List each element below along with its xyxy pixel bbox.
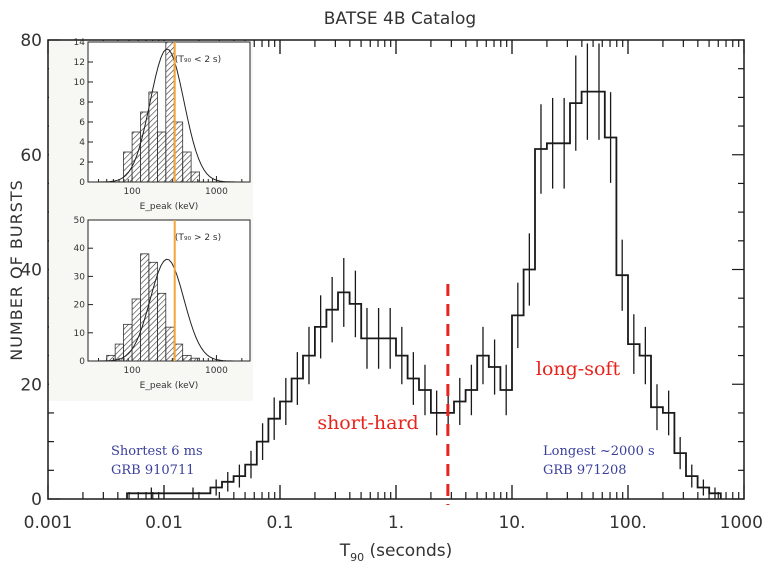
inset-condition-label: (T₉₀ < 2 s) [175,55,221,65]
inset-y-tick-label: 0 [79,178,85,188]
inset-bar [131,298,141,362]
inset-x-tick-label: 1000 [205,366,228,376]
inset-bar [165,41,175,183]
inset-y-tick-label: 6 [79,118,85,128]
inset-y-tick-label: 40 [74,244,86,254]
x-tick-label: 0.01 [145,513,183,533]
inset-y-tick-label: 10 [74,329,86,339]
x-tick-label: 10. [498,513,525,533]
y-tick-label: 80 [20,31,42,51]
shortest-burst-label: Shortest 6 ms [111,444,203,459]
inset-y-tick-label: 4 [79,138,85,148]
inset-y-tick-label: 10 [74,78,86,88]
inset-y-tick-label: 12 [74,58,85,68]
x-axis-label-sub: 90 [350,551,364,564]
x-tick-label: 100. [609,513,647,533]
inset-panel: 0 10 20 30 40 50 100 1000 E_peak (keV) (T₉₀ > 2 s… [74,216,251,391]
x-axis: 0.001 0.01 0.1 1. 10. 100. 1000. [24,40,764,533]
inset-fit-curve [88,258,250,362]
inset-y-tick-label: 30 [74,272,86,282]
y-axis-label: NUMBER OF BURSTS [7,179,26,361]
y-tick-label: 60 [20,146,42,166]
short-hard-label: short-hard [317,412,418,434]
inset-bar [123,151,133,183]
x-axis-label-rest: (seconds) [364,541,452,561]
inset-bar [157,131,167,183]
inset-x-label: E_peak (keV) [140,202,199,212]
x-tick-label: 0.001 [24,513,73,533]
shortest-burst-grb: GRB 910711 [111,463,194,478]
longest-burst-label: Longest ~2000 s [543,444,655,459]
chart-title: BATSE 4B Catalog [324,9,476,29]
inset-bar [148,91,158,183]
inset-y-tick-label: 0 [79,357,85,367]
y-tick-label: 0 [31,490,42,510]
x-tick-label: 1. [388,513,404,533]
inset-bar [182,354,192,362]
inset-x-tick-label: 1000 [205,187,228,197]
y-tick-label: 20 [20,375,42,395]
inset-bar [182,151,192,183]
inset-x-tick-label: 100 [124,366,141,376]
inset-bar [157,292,167,362]
inset-condition-label: (T₉₀ > 2 s) [175,233,221,243]
x-axis-label: T90 (seconds) [339,541,453,564]
inset-bar [140,111,150,183]
inset-bar [190,171,200,183]
inset-y-tick-label: 14 [74,38,86,48]
inset-panel: 0 2 4 6 8 10 12 14 100 1000 E_peak (keV) (T₉₀ < 2 s… [74,38,251,212]
inset-y-tick-label: 20 [74,301,86,311]
x-tick-label: 0.1 [266,513,293,533]
inset-x-tick-label: 100 [124,187,141,197]
inset-y-tick-label: 8 [79,98,85,108]
inset-bar [190,357,200,362]
inset-bar [165,326,175,362]
inset-y-tick-label: 2 [79,158,85,168]
inset-bar [123,323,133,362]
inset-y-tick-label: 50 [74,216,86,226]
x-tick-label: 1000. [720,513,764,533]
long-soft-label: long-soft [536,358,621,380]
inset-fit-curve [88,48,250,183]
longest-burst-grb: GRB 971208 [543,463,626,478]
inset-x-label: E_peak (keV) [140,381,199,391]
x-axis-label-main: T [339,541,351,561]
y-tick-label: 40 [20,261,42,281]
